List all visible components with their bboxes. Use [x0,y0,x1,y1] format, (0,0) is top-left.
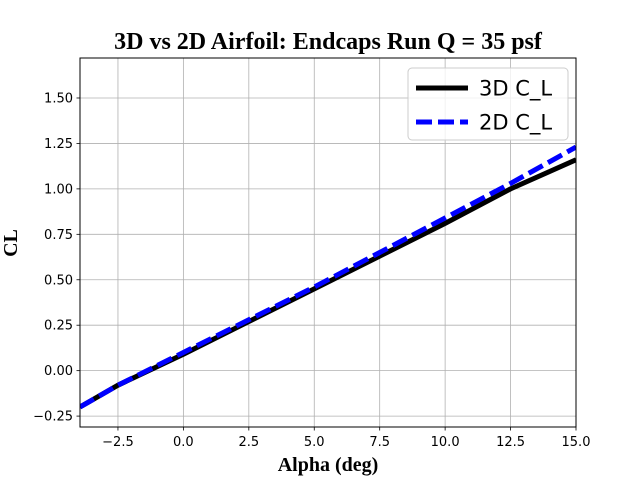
x-tick-label-1: 0.0 [173,435,194,450]
y-tick-label-7: 1.50 [44,91,73,106]
x-tick-label-3: 5.0 [304,435,325,450]
series-layer [80,144,576,410]
x-tick-label-4: 7.5 [369,435,390,450]
y-tick-label-3: 0.50 [44,273,73,288]
plot-frame [79,57,577,428]
series-line-2d [80,144,576,410]
legend-label-3d: 3D C_L [479,77,552,102]
x-tick-label-5: 10.0 [431,435,460,450]
y-tick-label-4: 0.75 [44,228,73,243]
legend-label-2d: 2D C_L [479,111,552,136]
chart-title: 3D vs 2D Airfoil: Endcaps Run Q = 35 psf [114,29,543,55]
axis-ticks: −2.5 0.0 2.5 5.0 7.5 10.0 12.5 15.0 −0.25 0.00 0.2… [33,91,590,450]
x-tick-label-0: −2.5 [102,435,134,450]
x-tick-label-6: 12.5 [496,435,525,450]
y-tick-label-1: 0.00 [44,364,73,379]
x-tick-label-7: 15.0 [562,435,591,450]
legend: 3D C_L 2D C_L [407,67,569,141]
y-tick-label-6: 1.25 [44,137,73,152]
x-axis-label: Alpha (deg) [278,454,379,476]
x-tick-label-2: 2.5 [238,435,259,450]
y-tick-label-2: 0.25 [44,319,73,334]
y-tick-label-0: −0.25 [33,410,73,425]
y-axis-label: CL [0,229,22,257]
y-tick-label-5: 1.00 [44,182,73,197]
